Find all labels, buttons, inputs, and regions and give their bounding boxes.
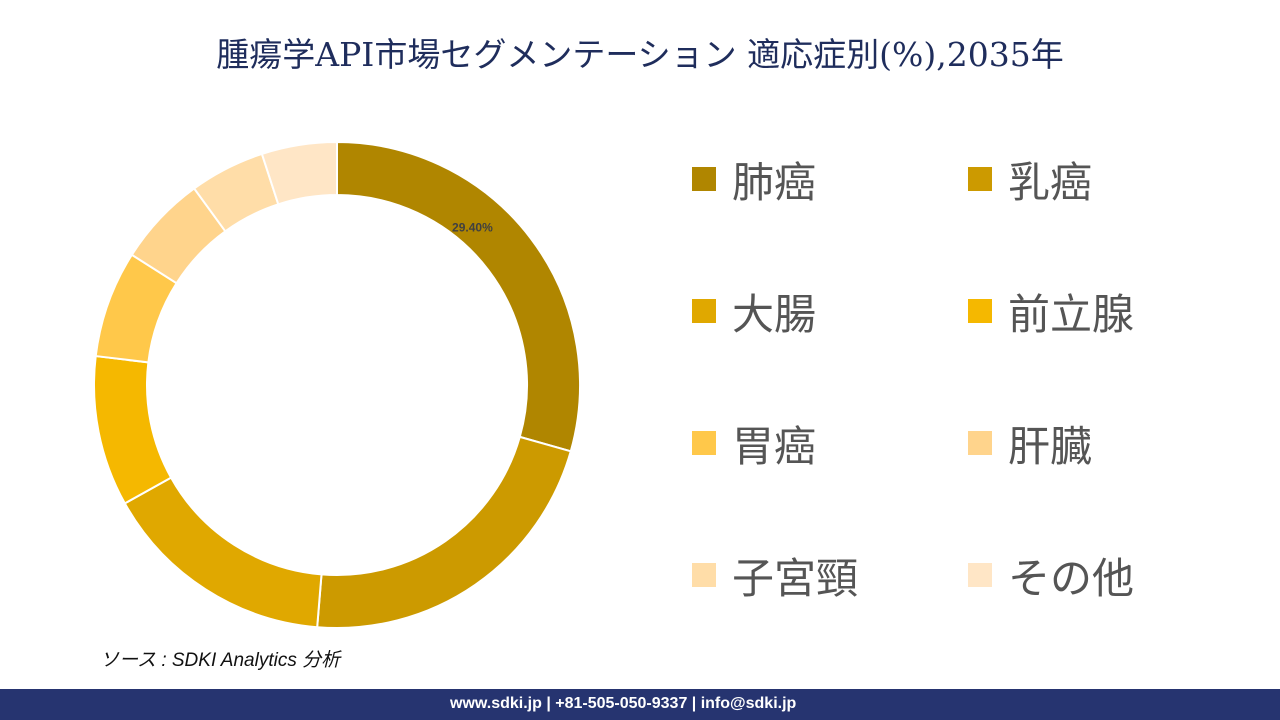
- donut-slice-8: [260, 140, 338, 206]
- legend-item: 前立腺: [968, 282, 1208, 340]
- legend-swatch: [968, 299, 992, 323]
- donut-slice-2: [316, 435, 573, 629]
- legend-label: その他: [1008, 553, 1135, 603]
- legend-swatch: [692, 563, 716, 587]
- legend-item: 子宮頸: [692, 546, 968, 604]
- data-label: 29.40%: [452, 221, 493, 235]
- legend-item: 乳癌: [968, 150, 1208, 208]
- source-note: ソース : SDKI Analytics 分析: [100, 650, 341, 671]
- legend-label: 前立腺: [1008, 289, 1135, 339]
- donut-slice-3: [123, 476, 323, 629]
- legend-label: 大腸: [732, 289, 817, 339]
- legend-swatch: [968, 431, 992, 455]
- legend-item: 大腸: [692, 282, 968, 340]
- donut-slice-4: [93, 354, 173, 505]
- legend-label: 子宮頸: [732, 553, 859, 603]
- legend-label: 肺癌: [732, 157, 817, 207]
- footer-bar: www.sdki.jp | +81-505-050-9337 | info@sd…: [0, 689, 1280, 720]
- legend: 肺癌 乳癌大腸 前立腺胃癌 肝臓子宮頸 その他: [692, 150, 1212, 604]
- legend-label: 肝臓: [1008, 421, 1093, 471]
- donut-chart: 29.40%: [93, 140, 581, 629]
- donut-slice-1: [336, 140, 581, 453]
- legend-swatch: [692, 167, 716, 191]
- legend-item: 胃癌: [692, 414, 968, 472]
- legend-swatch: [968, 167, 992, 191]
- footer-contact: www.sdki.jp | +81-505-050-9337 | info@sd…: [450, 695, 797, 712]
- legend-item: 肝臓: [968, 414, 1208, 472]
- legend-label: 胃癌: [732, 421, 817, 471]
- legend-label: 乳癌: [1008, 157, 1093, 207]
- legend-item: その他: [968, 546, 1208, 604]
- legend-item: 肺癌: [692, 150, 968, 208]
- legend-swatch: [692, 299, 716, 323]
- legend-swatch: [968, 563, 992, 587]
- legend-swatch: [692, 431, 716, 455]
- chart-title: 腫瘍学API市場セグメンテーション 適応症別(%),2035年: [216, 35, 1064, 74]
